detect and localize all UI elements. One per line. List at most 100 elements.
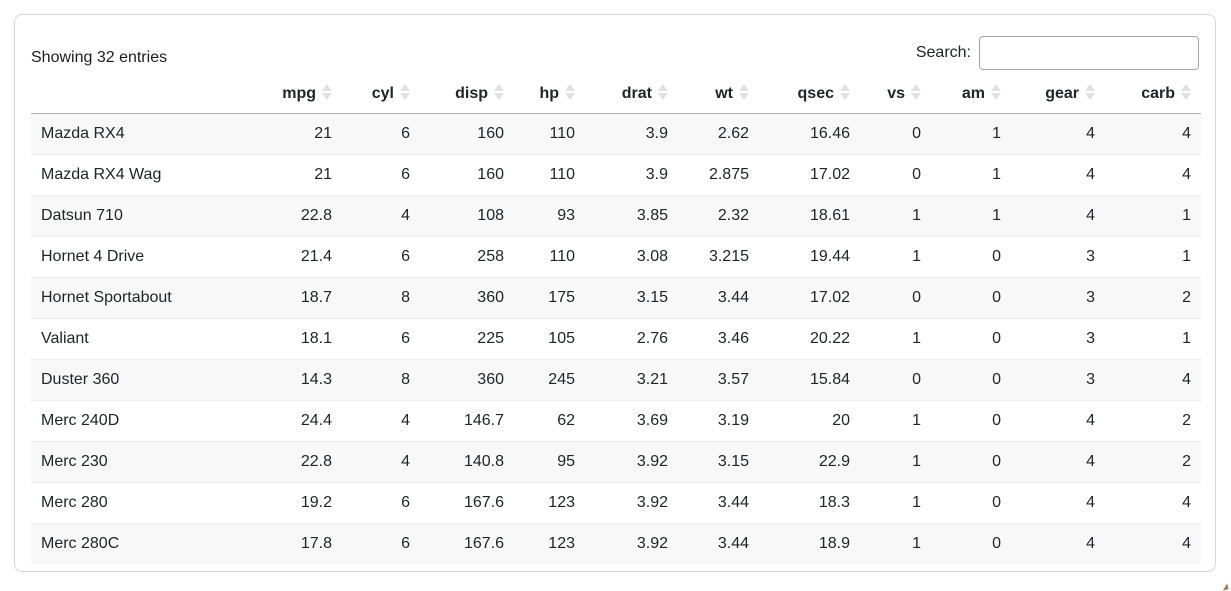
row-name: Valiant	[31, 318, 252, 360]
cell-mpg: 22.8	[252, 195, 342, 237]
search-label: Search:	[915, 44, 971, 61]
row-name: Merc 230	[31, 441, 252, 483]
cell-gear: 4	[1011, 482, 1105, 524]
cell-vs: 1	[860, 441, 931, 483]
cell-mpg: 22.8	[252, 441, 342, 483]
cell-carb: 1	[1105, 236, 1201, 278]
cell-wt: 3.15	[678, 441, 759, 483]
cell-qsec: 18.9	[759, 523, 860, 564]
cell-vs: 1	[860, 318, 931, 360]
cell-qsec: 18.61	[759, 195, 860, 237]
entries-info: Showing 32 entries	[31, 49, 168, 66]
cell-wt: 3.215	[678, 236, 759, 278]
cell-carb: 4	[1182, 125, 1191, 142]
column-header-wt[interactable]: wt	[678, 75, 759, 114]
column-label: drat	[621, 85, 652, 102]
column-header-drat[interactable]: drat	[585, 75, 678, 114]
cell-wt: 3.19	[678, 400, 759, 442]
cell-qsec: 18.3	[759, 482, 860, 524]
table-row: Mazda RX4 Wag 21 6 160 110 3.9 2.875 17.02 0 1 4 4	[31, 154, 1201, 196]
cell-gear: 3	[1011, 318, 1105, 360]
table-row: Datsun 710 22.8 4 108 93 3.85 2.32 18.61 1 1 4 1	[31, 195, 1201, 237]
cell-cyl: 6	[342, 318, 420, 360]
cell-wt: 3.44	[678, 482, 759, 524]
cell-disp: 160	[477, 125, 504, 142]
column-header-hp[interactable]: hp	[514, 75, 585, 114]
cell-am: 0	[931, 318, 1011, 360]
cell-am: 0	[931, 236, 1011, 278]
table-row: Mazda RX4 21 6 160 110 3.9 2.62 16.46 0 1 4 4	[31, 113, 1201, 155]
search-control: Search:	[916, 36, 1199, 70]
row-name: Mazda RX4 Wag	[31, 154, 252, 196]
cell-drat: 3.69	[585, 400, 678, 442]
column-header-vs[interactable]: vs	[860, 75, 931, 114]
cell-disp: 360	[420, 359, 514, 401]
sort-both-icon	[565, 83, 575, 100]
cell-cyl: 6	[342, 482, 420, 524]
cell-carb: 4	[1105, 523, 1201, 564]
row-name: Hornet Sportabout	[31, 277, 252, 319]
column-label: carb	[1141, 85, 1175, 102]
cell-carb: 1	[1105, 195, 1201, 237]
cell-drat: 3.85	[585, 195, 678, 237]
column-header-gear[interactable]: gear	[1011, 75, 1105, 114]
cell-cyl: 6	[401, 125, 410, 142]
row-name: Merc 240D	[31, 400, 252, 442]
cell-qsec: 16.46	[809, 125, 850, 142]
column-header-am[interactable]: am	[931, 75, 1011, 114]
row-name: Mazda RX4	[41, 125, 125, 142]
cell-mpg: 21	[252, 154, 342, 196]
cell-cyl: 4	[342, 195, 420, 237]
cell-mpg: 19.2	[252, 482, 342, 524]
cell-mpg: 18.7	[252, 277, 342, 319]
cell-qsec: 17.02	[759, 277, 860, 319]
cell-carb: 1	[1105, 318, 1201, 360]
cell-gear: 4	[1011, 441, 1105, 483]
cell-wt: 2.875	[678, 154, 759, 196]
cell-hp: 123	[514, 523, 585, 564]
search-input[interactable]	[979, 36, 1199, 70]
data-table-card: Showing 32 entries Search: mpg cyl disp hp d…	[14, 14, 1216, 572]
sort-both-icon	[739, 83, 749, 100]
sort-both-icon	[911, 83, 921, 100]
sort-both-icon	[840, 83, 850, 100]
cell-carb: 2	[1105, 400, 1201, 442]
row-name: Hornet 4 Drive	[31, 236, 252, 278]
column-label: wt	[715, 85, 733, 102]
cell-mpg: 18.1	[252, 318, 342, 360]
cell-gear: 4	[1011, 154, 1105, 196]
cell-vs: 1	[860, 482, 931, 524]
cell-wt: 2.32	[678, 195, 759, 237]
table-row: Merc 280C 17.8 6 167.6 123 3.92 3.44 18.9 1 0 4 4	[31, 523, 1201, 564]
cell-drat: 3.9	[585, 154, 678, 196]
cell-wt: 3.46	[678, 318, 759, 360]
row-name: Merc 280C	[31, 523, 252, 564]
column-header-disp[interactable]: disp	[420, 75, 514, 114]
screenshot-artifact	[1221, 583, 1229, 591]
cell-hp: 245	[514, 359, 585, 401]
cell-disp: 258	[420, 236, 514, 278]
cell-carb: 2	[1105, 441, 1201, 483]
cell-drat: 3.92	[585, 482, 678, 524]
cell-wt: 3.44	[678, 523, 759, 564]
column-header-cyl[interactable]: cyl	[342, 75, 420, 114]
cell-carb: 4	[1105, 482, 1201, 524]
cell-am: 0	[931, 441, 1011, 483]
column-header-mpg[interactable]: mpg	[252, 75, 342, 114]
cell-cyl: 8	[342, 277, 420, 319]
cell-am: 1	[992, 125, 1001, 142]
cell-cyl: 4	[342, 441, 420, 483]
cell-qsec: 20.22	[759, 318, 860, 360]
table-row: Merc 230 22.8 4 140.8 95 3.92 3.15 22.9 1 0 4 2	[31, 441, 1201, 483]
column-header-qsec[interactable]: qsec	[759, 75, 860, 114]
column-label: am	[961, 85, 985, 102]
table-body: Mazda RX4 21 6 160 110 3.9 2.62 16.46 0 1 4 4 Mazda …	[31, 113, 1201, 564]
cell-hp: 95	[514, 441, 585, 483]
sort-both-icon	[991, 83, 1001, 100]
column-header-carb[interactable]: carb	[1105, 75, 1201, 114]
cell-mpg: 14.3	[252, 359, 342, 401]
cell-hp: 110	[549, 125, 575, 142]
cell-vs: 0	[912, 125, 921, 142]
row-name: Duster 360	[31, 359, 252, 401]
cell-carb: 2	[1105, 277, 1201, 319]
